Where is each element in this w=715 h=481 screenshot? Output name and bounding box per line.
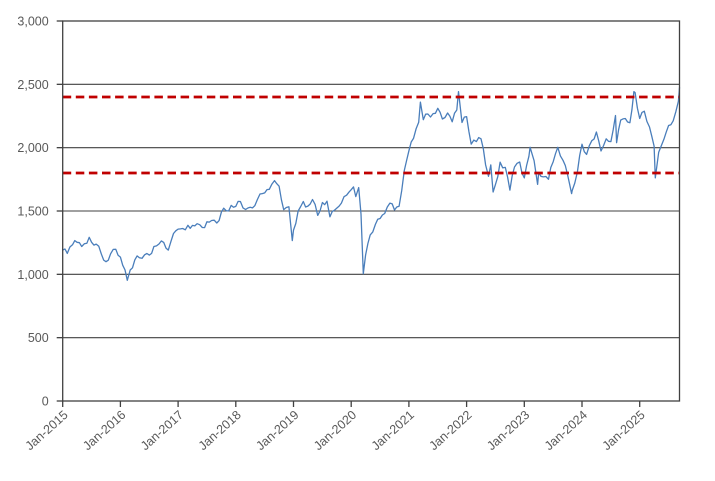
y-tick-label: 1,500 (17, 205, 48, 219)
reference-lines (62, 95, 680, 175)
x-tick-label: Jan-2018 (196, 408, 244, 453)
y-tick-label: 2,500 (17, 78, 48, 92)
gridlines (62, 20, 680, 402)
y-tick-label: 1,000 (17, 268, 48, 282)
x-tick-label: Jan-2020 (311, 408, 359, 453)
price-line (62, 86, 681, 281)
x-tick-label: Jan-2016 (80, 408, 128, 453)
x-axis: Jan-2015 Jan-2016 Jan-2017 Jan-2018 Jan-2019… (23, 401, 648, 453)
y-tick-label: 2,000 (17, 141, 48, 155)
x-tick-label: Jan-2023 (484, 408, 532, 453)
y-tick-label: 3,000 (17, 15, 48, 29)
y-tick-label: 0 (42, 395, 49, 409)
x-tick-label: Jan-2025 (600, 408, 648, 453)
series-group (62, 86, 681, 281)
x-tick-label: Jan-2019 (253, 408, 301, 453)
x-tick-label: Jan-2021 (369, 408, 417, 453)
x-tick-label: Jan-2017 (138, 408, 186, 453)
x-tick-label: Jan-2022 (427, 408, 475, 453)
y-axis: 0 500 1,000 1,500 2,000 2,500 3,000 (17, 15, 63, 409)
x-tick-label: Jan-2024 (542, 408, 590, 453)
y-tick-label: 500 (28, 331, 49, 345)
x-tick-label: Jan-2015 (23, 408, 71, 453)
